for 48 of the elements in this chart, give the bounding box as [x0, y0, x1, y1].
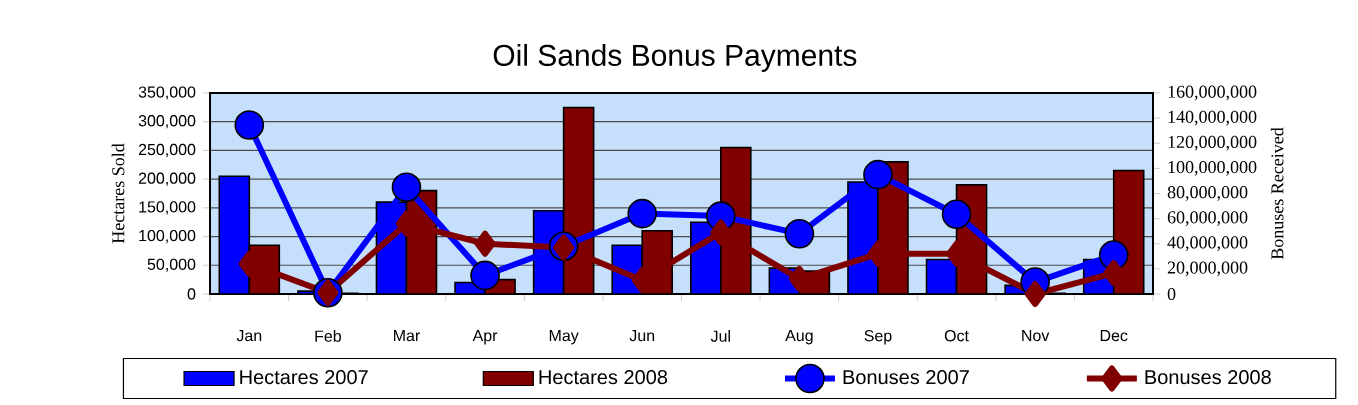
- point: [710, 219, 732, 246]
- legend-label: Hectares 2007: [240, 370, 368, 385]
- y2-tick-label: 80,000,000: [1167, 186, 1248, 201]
- y-tick-label: 250,000: [138, 143, 196, 158]
- y2-tick-label: 120,000,000: [1168, 135, 1257, 151]
- y-tick-label: 50,000: [147, 258, 196, 272]
- y2-tick-label: 160,000,000: [1168, 85, 1257, 101]
- y2-tick-label: 100,000,000: [1168, 160, 1257, 176]
- x-tick-label: Nov: [1022, 330, 1050, 342]
- point: [863, 159, 893, 190]
- point: [474, 230, 496, 257]
- bar: [926, 259, 957, 294]
- point: [941, 199, 972, 230]
- y2-axis-title: Bonuses Received: [1270, 127, 1284, 260]
- point: [234, 110, 265, 140]
- y-tick-label: 100,000: [139, 229, 196, 244]
- x-tick-label: May: [549, 330, 579, 345]
- x-tick-label: Jul: [710, 330, 730, 342]
- y-tick-label: 150,000: [139, 201, 196, 215]
- bar: [219, 176, 250, 294]
- chart-title: Oil Sands Bonus Payments: [493, 43, 857, 72]
- y2-tick-label: 40,000,000: [1167, 236, 1248, 252]
- x-tick-label: Oct: [944, 330, 969, 342]
- y-tick-label: 350,000: [138, 86, 196, 100]
- x-tick-label: Apr: [472, 330, 498, 345]
- point: [1024, 280, 1046, 307]
- y2-tick-label: 20,000,000: [1167, 261, 1248, 277]
- x-tick-label: Sep: [864, 330, 892, 345]
- y-tick-label: 0: [187, 288, 196, 300]
- legend-label: Hectares 2008: [539, 370, 668, 385]
- point: [470, 260, 500, 291]
- point: [627, 198, 658, 229]
- x-tick-label: Jan: [236, 330, 262, 342]
- x-tick-label: Mar: [394, 330, 420, 342]
- point: [784, 218, 815, 249]
- x-tick-label: Aug: [785, 330, 813, 345]
- y2-tick-label: 140,000,000: [1168, 110, 1257, 126]
- y-tick-label: 300,000: [138, 115, 196, 129]
- x-tick-label: Dec: [1100, 330, 1128, 342]
- y2-tick-label: 60,000,000: [1167, 211, 1248, 226]
- x-tick-label: Feb: [315, 330, 341, 342]
- y-tick-label: 200,000: [138, 172, 196, 186]
- legend-label: Bonuses 2007: [843, 370, 969, 385]
- legend-label: Bonuses 2008: [1145, 370, 1271, 385]
- x-tick-label: Jun: [629, 330, 655, 342]
- y2-tick-label: 0: [1167, 287, 1176, 301]
- point: [391, 172, 422, 203]
- y-axis-title: Hectares Sold: [111, 143, 125, 244]
